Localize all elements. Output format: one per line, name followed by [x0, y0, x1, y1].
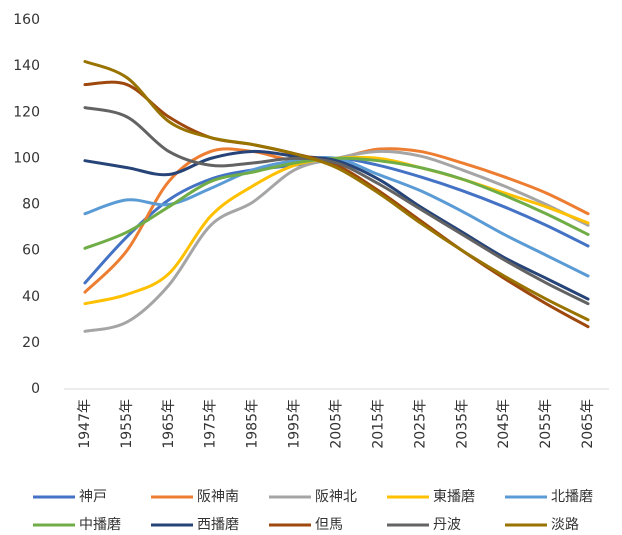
y-tick-label: 140 — [13, 58, 40, 74]
x-tick-label: 1975年 — [203, 399, 219, 449]
x-tick-label: 1995年 — [287, 399, 303, 449]
x-tick-label: 2035年 — [454, 399, 470, 449]
legend-label: 神戸 — [79, 489, 107, 505]
y-tick-label: 20 — [22, 335, 40, 351]
series-line — [83, 149, 590, 301]
legend-label: 阪神北 — [315, 489, 357, 505]
legend-label: 淡路 — [551, 517, 579, 533]
legend-label: 阪神南 — [197, 489, 239, 505]
x-tick-label: 2005年 — [329, 399, 345, 449]
y-tick-label: 160 — [13, 12, 40, 28]
legend-label: 丹波 — [433, 517, 461, 533]
y-tick-label: 0 — [31, 381, 40, 397]
x-tick-label: 2055年 — [538, 399, 554, 449]
series-line — [83, 147, 590, 294]
legend-label: 但馬 — [315, 517, 343, 533]
x-tick-label: 2015年 — [370, 399, 386, 449]
legend-label: 西播磨 — [197, 517, 239, 533]
x-tick-label: 1955年 — [119, 399, 135, 449]
x-tick-label: 1947年 — [77, 399, 93, 449]
legend-label: 中播磨 — [79, 517, 121, 533]
series-line — [83, 156, 590, 250]
legend-label: 東播磨 — [433, 489, 475, 505]
x-tick-label: 2025年 — [412, 399, 428, 449]
y-tick-label: 120 — [13, 104, 40, 120]
series-line — [83, 60, 590, 322]
y-tick-label: 80 — [22, 197, 40, 213]
x-tick-label: 1985年 — [245, 399, 261, 449]
y-tick-label: 100 — [13, 150, 40, 166]
y-tick-label: 60 — [22, 243, 40, 259]
y-tick-label: 40 — [22, 289, 40, 305]
x-tick-label: 1965年 — [161, 399, 177, 449]
series-line — [83, 80, 590, 329]
series-line — [83, 106, 590, 306]
legend-label: 北播磨 — [551, 489, 593, 505]
x-tick-label: 2065年 — [580, 399, 596, 449]
x-tick-label: 2045年 — [496, 399, 512, 449]
